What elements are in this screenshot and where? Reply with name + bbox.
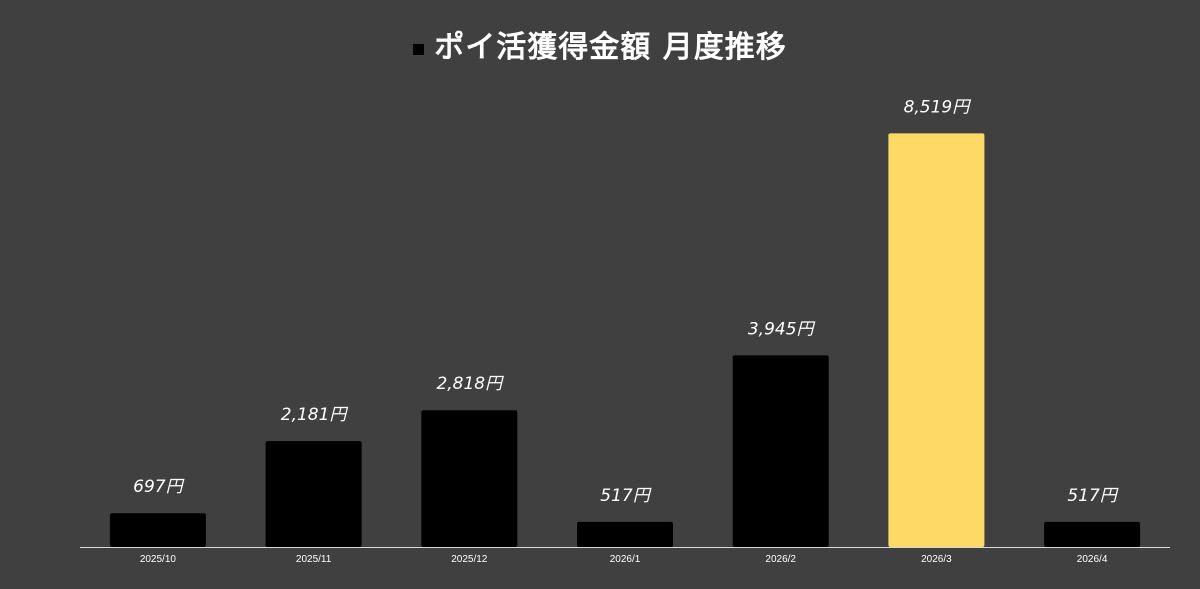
bar-2025-10	[109, 513, 206, 547]
chart-title-text: ポイ活獲得金額 月度推移	[434, 30, 787, 65]
bar-2026-3	[888, 133, 985, 547]
data-label-2026-1: 517円	[600, 486, 651, 506]
data-label-2025-10: 697円	[133, 477, 184, 497]
bar-2025-12	[421, 410, 518, 547]
data-label-2025-11: 2,181円	[281, 405, 349, 425]
x-tick-label-2025-12: 2025/12	[451, 554, 488, 565]
bar-2026-2	[732, 355, 829, 547]
x-tick-label-2026-2: 2026/2	[765, 554, 796, 565]
chart-title: ポイ活獲得金額 月度推移	[0, 22, 1200, 66]
bar-2025-11	[265, 441, 362, 547]
data-label-2026-2: 3,945円	[748, 319, 816, 339]
title-marker-icon	[413, 44, 425, 55]
x-tick-label-2026-1: 2026/1	[610, 554, 641, 565]
data-label-2026-4: 517円	[1067, 486, 1118, 506]
bar-2026-4	[1044, 521, 1141, 547]
x-tick-label-2025-11: 2025/11	[296, 554, 332, 565]
x-tick-label-2026-4: 2026/4	[1077, 554, 1108, 565]
data-label-2025-12: 2,818円	[436, 374, 504, 394]
x-tick-label-2026-3: 2026/3	[921, 554, 952, 565]
data-label-2026-3: 8,519円	[904, 97, 972, 117]
x-tick-label-2025-10: 2025/10	[140, 554, 177, 565]
bar-2026-1	[577, 521, 673, 547]
